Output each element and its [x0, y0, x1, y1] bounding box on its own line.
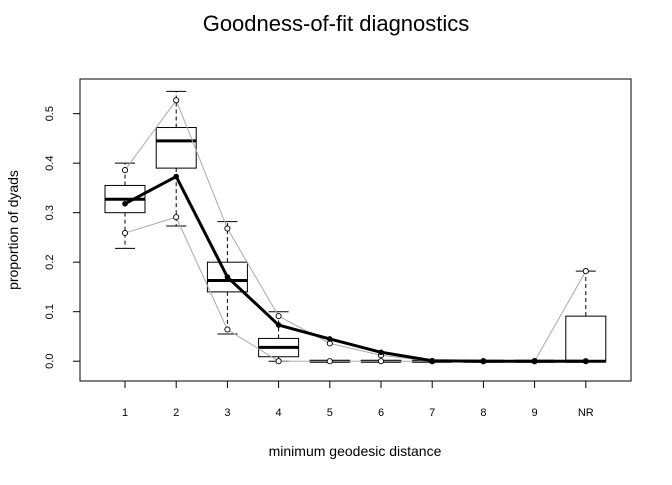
upper-bound-point-2 — [173, 97, 180, 104]
axes-layer: 1 2 3 4 5 6 7 8 9 NR 0.0 0.1 0.2 0.3 0.4 0.5 — [44, 106, 594, 419]
upper-bound-point-1 — [121, 167, 129, 174]
series-line-lower-bound — [124, 216, 586, 362]
observed-point-7 — [429, 357, 436, 364]
x-axis-label: minimum geodesic distance — [269, 443, 442, 459]
x-tick-label-1: 1 — [122, 407, 128, 419]
upper-bound-point-3 — [224, 225, 231, 232]
upper-bound-point-4 — [275, 313, 282, 320]
box-1 — [104, 162, 146, 249]
x-tick-label-9: 9 — [532, 407, 538, 419]
y-tick-label-3: 0.3 — [44, 205, 56, 220]
observed-point-5 — [327, 336, 333, 342]
x-tick-label-4: 4 — [276, 407, 282, 419]
x-tick-label-2: 2 — [173, 407, 179, 419]
observed-point-9 — [531, 358, 538, 364]
lower-bound-point-2 — [173, 214, 180, 221]
box-body — [155, 127, 197, 169]
observed-point-8 — [480, 358, 487, 364]
plot-frame — [79, 78, 632, 382]
series-line-observed — [124, 174, 586, 363]
lower-bound-point-4 — [275, 358, 282, 365]
observed-point-4 — [275, 322, 282, 328]
box-NR — [565, 270, 607, 363]
upper-bound-point-NR — [582, 268, 589, 275]
box-body — [565, 315, 607, 362]
y-axis-label: proportion of dyads — [5, 170, 21, 290]
observed-point-2 — [173, 173, 179, 180]
x-tick-label-7: 7 — [429, 407, 435, 419]
x-tick-label-6: 6 — [378, 407, 384, 419]
lower-bound-point-6 — [377, 358, 385, 365]
box-4 — [258, 311, 300, 362]
x-tick-label-3: 3 — [224, 407, 230, 419]
x-tick-label-NR: NR — [578, 407, 594, 419]
lower-bound-point-3 — [224, 326, 231, 333]
y-tick-label-0: 0.0 — [44, 354, 56, 369]
observed-point-NR — [583, 358, 589, 364]
lower-bound-point-1 — [121, 229, 129, 237]
observed-point-3 — [224, 274, 231, 280]
lower-bound-point-5 — [326, 358, 333, 365]
y-tick-label-2: 0.2 — [44, 255, 56, 270]
y-tick-label-5: 0.5 — [44, 106, 56, 121]
series-layer — [121, 97, 589, 365]
x-tick-label-5: 5 — [327, 407, 333, 419]
x-tick-label-8: 8 — [480, 407, 486, 419]
y-tick-label-4: 0.4 — [44, 156, 56, 171]
observed-point-1 — [122, 200, 128, 207]
y-tick-label-1: 0.1 — [44, 304, 56, 319]
chart-title: Goodness-of-fit diagnostics — [203, 11, 470, 36]
observed-point-6 — [378, 349, 384, 356]
